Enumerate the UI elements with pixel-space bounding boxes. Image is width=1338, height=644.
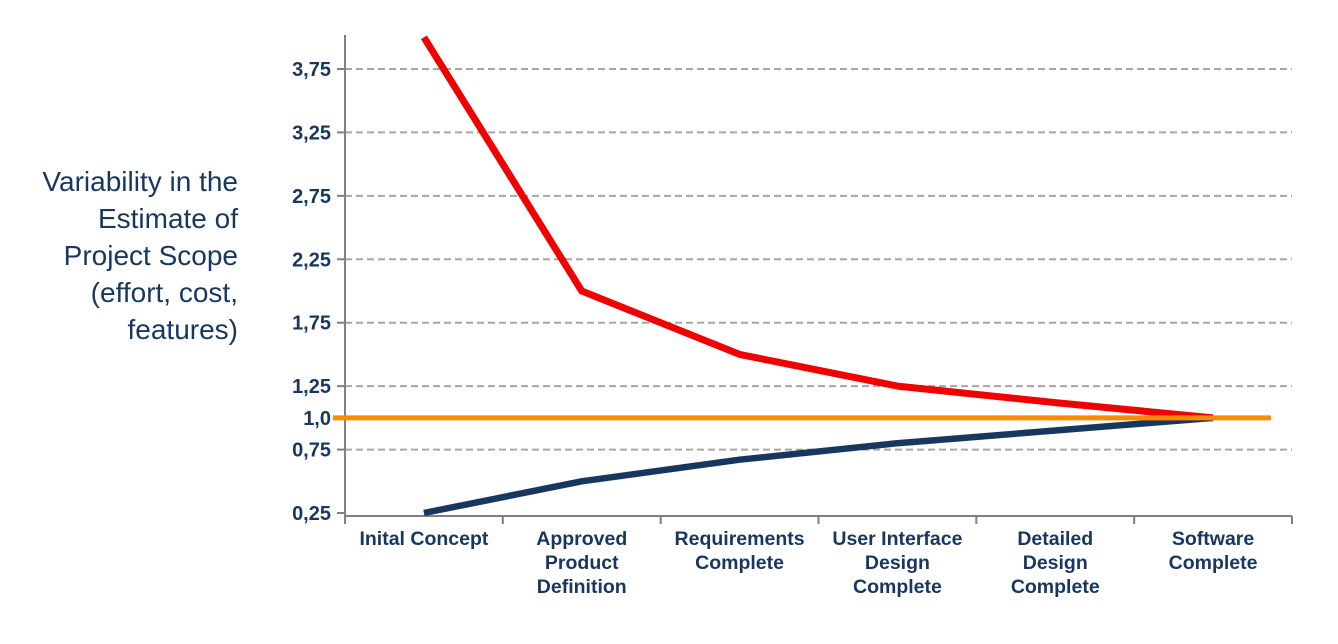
y-tick-label: 3,75 [292, 59, 331, 81]
y-tick-label: 0,75 [292, 440, 331, 462]
gridlines [345, 67, 1292, 451]
y-tick-label: 1,0 [303, 408, 331, 430]
y-axis-title-line: Variability in the [42, 166, 238, 197]
y-axis-title-line: features) [127, 314, 239, 345]
y-tick-label: 1,75 [292, 313, 331, 335]
y-tick-label: 2,75 [292, 186, 331, 208]
x-axis-category-labels: Inital Concept Approved Product Definition R… [359, 528, 1257, 598]
x-category-label: Approved Product Definition [536, 528, 627, 598]
axes [337, 35, 1293, 524]
x-category-label: Requirements Complete [675, 528, 805, 574]
y-axis-title-line: Estimate of [97, 203, 238, 234]
y-tick-label: 0,25 [292, 503, 331, 525]
y-tick-label: 2,25 [292, 249, 331, 271]
x-category-label: User Interface Design Complete [832, 528, 962, 598]
y-axis-tick-labels: 3,75 3,25 2,75 2,25 1,75 1,25 1,0 0,75 0,25 [292, 59, 331, 525]
y-tick-label: 1,25 [292, 376, 331, 398]
lower-estimate-line [423, 414, 1214, 517]
y-axis-title: Variability in the Estimate of Project S… [0, 163, 238, 348]
data-series-lines [420, 35, 1214, 517]
y-axis-title-line: Project Scope [63, 240, 238, 271]
x-category-label: Detailed Design Complete [1011, 528, 1100, 598]
y-tick-label: 3,25 [292, 122, 331, 144]
y-axis-title-line: (effort, cost, [90, 277, 238, 308]
x-category-label: Software Complete [1169, 528, 1258, 574]
x-category-label: Inital Concept [359, 528, 488, 550]
upper-estimate-line [420, 35, 1214, 422]
